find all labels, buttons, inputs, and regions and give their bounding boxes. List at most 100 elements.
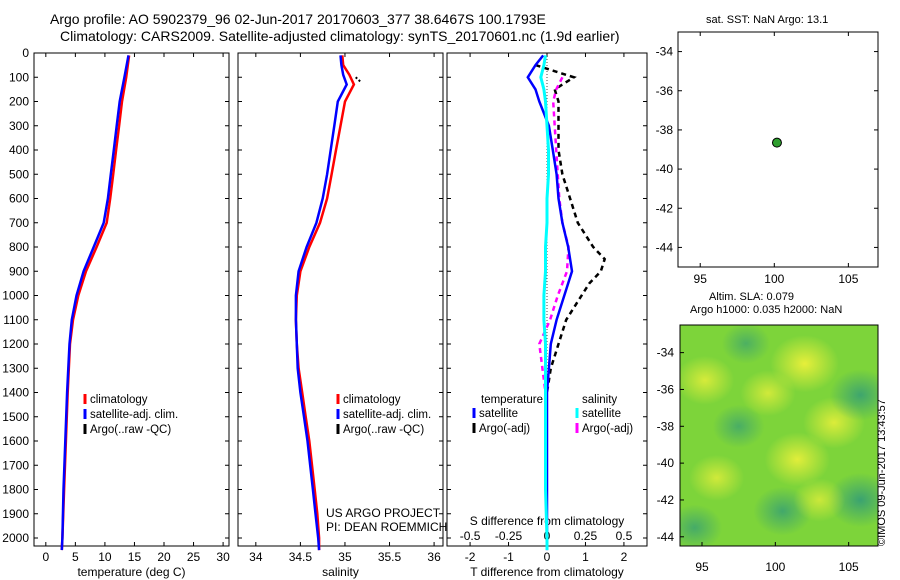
depth-tick-label: 1800 xyxy=(2,483,29,497)
legend-entry: climatology xyxy=(90,394,148,406)
sla-title: Altim. SLA: 0.079 xyxy=(709,291,794,303)
sla-heatmap xyxy=(680,325,878,546)
sla-map-frame xyxy=(679,324,879,547)
depth-tick-label: 1000 xyxy=(2,289,29,303)
profile-panel-2 xyxy=(237,52,444,547)
legend-entry: Argo(..raw -QC) xyxy=(90,424,171,436)
lat-tick-label: -34 xyxy=(656,45,674,59)
series-temperature-argo-line xyxy=(535,63,607,393)
depth-tick-label: 1200 xyxy=(2,337,29,351)
lon-tick-label: 105 xyxy=(838,272,858,286)
depth-tick-label: 200 xyxy=(9,95,29,109)
climatology-title: Climatology: CARS2009. Satellite-adjuste… xyxy=(60,28,620,44)
x-tick-label: 36 xyxy=(427,550,441,564)
x-axis-label: temperature (deg C) xyxy=(77,565,185,579)
sla-anomaly xyxy=(689,454,745,501)
lat-tick-label: -40 xyxy=(657,456,675,470)
x-tick-label: 0 xyxy=(544,550,551,564)
series-salinity-satellite-line xyxy=(539,55,550,551)
depth-tick-label: 1400 xyxy=(2,386,29,400)
x-axis-label: salinity xyxy=(322,565,359,579)
series-climatology-line xyxy=(294,55,356,551)
x-tick-label: 15 xyxy=(128,550,142,564)
lat-tick-label: -44 xyxy=(656,240,674,254)
lat-tick-label: -38 xyxy=(656,123,674,137)
depth-tick-label: 400 xyxy=(9,143,29,157)
sla-anomaly xyxy=(764,432,830,487)
depth-tick-label: 800 xyxy=(9,240,29,254)
lon-tick-label: 100 xyxy=(765,560,785,574)
x-tick-label: 34.5 xyxy=(289,550,313,564)
sla-anomaly xyxy=(793,478,846,522)
lon-tick-label: 95 xyxy=(695,560,709,574)
salinity-tick-label: -0.5 xyxy=(460,529,481,543)
depth-tick-label: 700 xyxy=(9,216,29,230)
sla-anomaly xyxy=(680,355,735,405)
profile-panel-1 xyxy=(33,52,230,547)
lat-tick-label: -36 xyxy=(656,84,674,98)
x-tick-label: -1 xyxy=(503,550,514,564)
lat-tick-label: -36 xyxy=(657,382,675,396)
legend-entry: Argo(..raw -QC) xyxy=(343,424,424,436)
lat-tick-label: -42 xyxy=(657,493,675,507)
depth-tick-label: 2000 xyxy=(2,531,29,545)
depth-tick-label: 1900 xyxy=(2,507,29,521)
depth-tick-label: 1300 xyxy=(2,361,29,375)
lat-tick-label: -44 xyxy=(657,530,675,544)
x-tick-label: 35 xyxy=(338,550,352,564)
x-tick-label: 20 xyxy=(157,550,171,564)
profile-title: Argo profile: AO 5902379_96 02-Jun-2017 … xyxy=(50,11,546,27)
lon-tick-label: 95 xyxy=(694,272,708,286)
legend-entry: satellite-adj. clim. xyxy=(90,409,178,421)
salinity-tick-label: 0.5 xyxy=(616,529,633,543)
lon-tick-label: 105 xyxy=(839,560,859,574)
depth-tick-label: 1700 xyxy=(2,458,29,472)
series-argo-line xyxy=(355,76,362,83)
annotation-pi: PI: DEAN ROEMMICH xyxy=(326,520,447,534)
depth-tick-label: 1500 xyxy=(2,410,29,424)
sst-title: sat. SST: NaN Argo: 13.1 xyxy=(706,14,829,26)
x-tick-label: 34 xyxy=(249,550,263,564)
legend-entry: satellite xyxy=(479,408,518,420)
argo-location-marker xyxy=(771,137,782,148)
lat-tick-label: -34 xyxy=(657,346,675,360)
depth-tick-label: 300 xyxy=(9,119,29,133)
x-tick-label: 1 xyxy=(582,550,589,564)
salinity-tick-label: 0.25 xyxy=(574,529,598,543)
legend-entry: Argo(-adj) xyxy=(582,423,633,435)
x-tick-label: 2 xyxy=(621,550,628,564)
series-temperature-satellite-line xyxy=(526,54,574,551)
sla-anomaly xyxy=(827,472,878,528)
x-axis-label: T difference from climatology xyxy=(470,565,624,579)
sla-anomaly xyxy=(712,404,765,448)
argo-height-title: Argo h1000: 0.035 h2000: NaN xyxy=(690,304,843,316)
x-tick-label: 30 xyxy=(216,550,230,564)
sla-anomaly xyxy=(829,369,878,421)
salinity-tick-label: -0.25 xyxy=(495,529,523,543)
lat-tick-label: -42 xyxy=(656,201,674,215)
x-tick-label: 5 xyxy=(72,550,79,564)
depth-tick-label: 500 xyxy=(9,167,29,181)
annotation-project: US ARGO PROJECT xyxy=(326,506,441,520)
lon-tick-label: 100 xyxy=(764,272,784,286)
depth-tick-label: 100 xyxy=(9,70,29,84)
legend-entry: satellite xyxy=(582,408,621,420)
depth-tick-label: 900 xyxy=(9,264,29,278)
depth-tick-label: 1100 xyxy=(3,313,29,327)
x-tick-label: 35.5 xyxy=(378,550,402,564)
x-tick-label: 25 xyxy=(187,550,201,564)
depth-tick-label: 600 xyxy=(9,192,29,206)
x-tick-label: 0 xyxy=(42,550,49,564)
sst-map-frame xyxy=(677,31,879,268)
legend-entry: satellite-adj. clim. xyxy=(343,409,431,421)
depth-tick-label: 0 xyxy=(22,46,29,60)
series-satellite-line xyxy=(294,55,349,551)
lat-tick-label: -38 xyxy=(657,419,675,433)
series-satellite-line xyxy=(60,55,130,551)
sla-anomaly xyxy=(721,325,771,364)
depth-tick-label: 1600 xyxy=(2,434,29,448)
sla-anomaly xyxy=(680,504,723,546)
series-climatology-line xyxy=(60,55,131,551)
legend-entry: climatology xyxy=(343,394,401,406)
